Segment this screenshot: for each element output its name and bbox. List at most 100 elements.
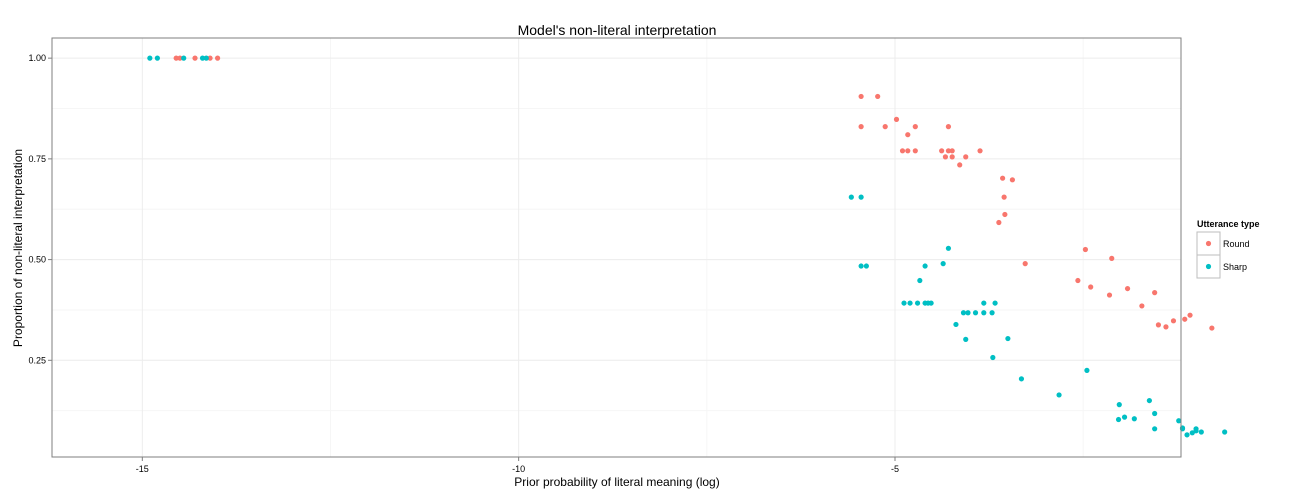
y-tick-label: 0.25: [28, 355, 46, 365]
point-sharp: [963, 336, 969, 342]
point-sharp: [1005, 335, 1011, 342]
point-round: [173, 55, 179, 61]
point-sharp: [901, 300, 907, 306]
x-tick-label: -10: [512, 464, 525, 474]
point-round: [1170, 318, 1177, 324]
point-sharp: [863, 263, 869, 269]
point-round: [1124, 285, 1131, 292]
point-sharp: [1152, 426, 1158, 432]
x-tick-label: -5: [891, 464, 899, 474]
point-sharp: [858, 194, 864, 200]
point-sharp: [981, 300, 987, 306]
point-sharp: [907, 300, 913, 306]
point-sharp: [199, 55, 206, 61]
point-round: [1009, 177, 1016, 183]
point-sharp: [989, 310, 995, 316]
point-sharp: [1018, 376, 1025, 382]
point-sharp: [981, 310, 987, 316]
point-sharp: [1184, 432, 1190, 438]
point-round: [899, 148, 906, 154]
point-round: [942, 154, 949, 160]
y-tick-label: 1.00: [28, 53, 46, 63]
point-sharp: [940, 261, 946, 267]
point-sharp: [1131, 416, 1137, 422]
point-round: [177, 55, 183, 61]
point-sharp: [1152, 410, 1158, 417]
point-round: [1002, 211, 1008, 218]
y-axis-ticks: 0.25 0.50 0.75 1.00: [28, 53, 52, 365]
point-round: [996, 219, 1002, 226]
point-round: [945, 148, 952, 154]
legend-title: Utterance type: [1197, 219, 1260, 229]
point-round: [882, 124, 888, 130]
x-axis-title: Prior probability of literal meaning (lo…: [514, 475, 719, 489]
y-tick-label: 0.50: [28, 255, 46, 265]
point-sharp: [1115, 416, 1122, 423]
point-sharp: [922, 263, 928, 269]
point-sharp: [203, 55, 209, 61]
point-round: [1182, 316, 1188, 322]
point-sharp: [953, 321, 959, 328]
y-axis-title: Proportion of non-literal interpretation: [11, 149, 25, 347]
point-sharp: [154, 55, 160, 61]
point-sharp: [1198, 429, 1204, 435]
legend: Utterance type Round Sharp: [1196, 219, 1260, 279]
major-gridlines: [52, 38, 1181, 457]
point-round: [912, 124, 918, 130]
point-round: [939, 148, 945, 154]
point-sharp: [1121, 414, 1128, 420]
point-round: [1022, 261, 1028, 267]
point-round: [905, 148, 911, 154]
point-sharp: [1222, 429, 1228, 435]
point-sharp: [928, 300, 934, 306]
point-sharp: [945, 245, 952, 251]
point-round: [858, 93, 864, 100]
minor-gridlines: [52, 38, 1181, 457]
point-round: [945, 124, 952, 130]
plot-panel-border: [51, 37, 1182, 458]
point-round: [1088, 284, 1094, 290]
point-round: [963, 154, 969, 160]
legend-swatch-sharp: [1205, 263, 1212, 270]
point-sharp: [181, 55, 187, 61]
point-round: [949, 148, 955, 154]
point-round: [1152, 290, 1158, 296]
y-tick-label: 0.75: [28, 154, 46, 164]
point-round: [858, 124, 864, 130]
legend-swatch-round: [1205, 240, 1212, 247]
point-sharp: [1146, 397, 1152, 404]
point-round: [214, 55, 221, 61]
point-sharp: [858, 263, 864, 269]
point-sharp: [1084, 367, 1090, 373]
point-sharp: [1056, 392, 1062, 398]
point-sharp: [972, 310, 979, 316]
point-sharp: [965, 310, 971, 316]
point-round: [1001, 194, 1007, 200]
point-round: [957, 162, 963, 168]
point-round: [1109, 255, 1115, 261]
x-axis-ticks: -15 -10 -5: [136, 457, 899, 474]
point-round: [1209, 325, 1215, 331]
point-sharp: [917, 277, 923, 284]
x-tick-label: -15: [136, 464, 149, 474]
point-sharp: [848, 194, 854, 200]
point-round: [912, 148, 918, 154]
point-round: [875, 93, 881, 100]
point-sharp: [147, 55, 153, 61]
point-round: [893, 116, 900, 122]
point-round: [1163, 324, 1169, 330]
point-round: [1075, 277, 1081, 284]
point-round: [1139, 303, 1145, 309]
point-round: [1106, 292, 1113, 298]
point-round: [1187, 312, 1193, 318]
legend-label-sharp: Sharp: [1223, 262, 1247, 272]
data-points: [147, 55, 1228, 438]
chart-title: Model's non-literal interpretation: [518, 22, 717, 38]
point-round: [1000, 175, 1006, 181]
point-sharp: [1176, 418, 1182, 424]
point-round: [192, 55, 198, 61]
point-round: [977, 148, 983, 154]
legend-label-round: Round: [1223, 239, 1250, 249]
point-sharp: [990, 354, 996, 361]
